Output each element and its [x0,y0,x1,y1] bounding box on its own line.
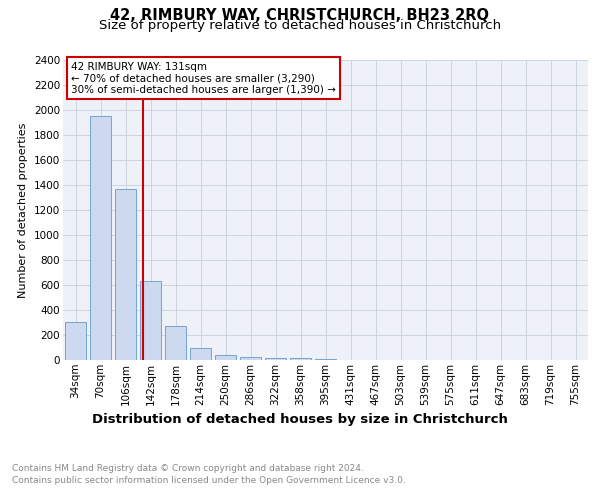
Bar [290,358,311,360]
Text: Contains public sector information licensed under the Open Government Licence v3: Contains public sector information licen… [12,476,406,485]
Bar [140,281,161,360]
Bar [165,326,186,360]
Bar [215,355,236,360]
Bar [315,359,336,360]
Bar [190,348,211,360]
Bar [90,116,111,360]
Y-axis label: Number of detached properties: Number of detached properties [19,122,28,298]
Text: Distribution of detached houses by size in Christchurch: Distribution of detached houses by size … [92,412,508,426]
Bar [265,358,286,360]
Text: 42 RIMBURY WAY: 131sqm
← 70% of detached houses are smaller (3,290)
30% of semi-: 42 RIMBURY WAY: 131sqm ← 70% of detached… [71,62,336,94]
Bar [115,188,136,360]
Bar [240,357,261,360]
Bar [65,322,86,360]
Text: Contains HM Land Registry data © Crown copyright and database right 2024.: Contains HM Land Registry data © Crown c… [12,464,364,473]
Text: Size of property relative to detached houses in Christchurch: Size of property relative to detached ho… [99,19,501,32]
Text: 42, RIMBURY WAY, CHRISTCHURCH, BH23 2RQ: 42, RIMBURY WAY, CHRISTCHURCH, BH23 2RQ [110,8,490,22]
